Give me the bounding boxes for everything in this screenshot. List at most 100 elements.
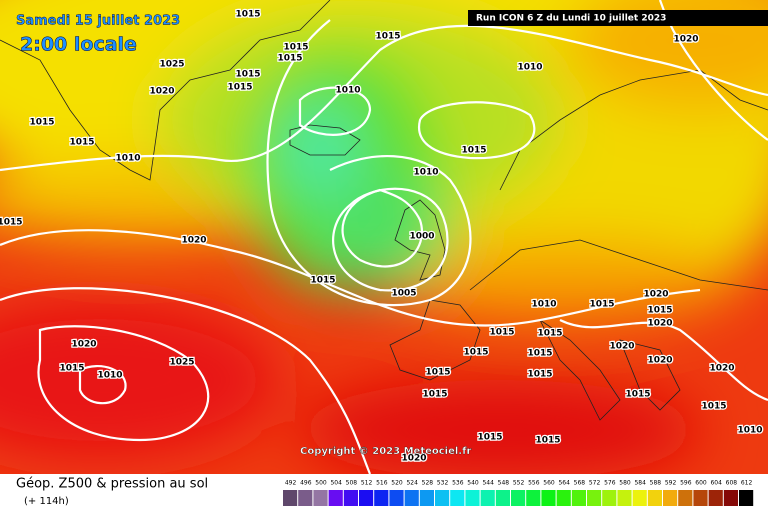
isobar-label: 1010 [737,426,762,436]
scale-label: 584 [634,480,646,487]
scale-swatch [298,490,313,506]
run-info: Run ICON 6 Z du Lundi 10 juillet 2023 [476,14,666,24]
isobar-label: 1015 [59,364,84,374]
scale-swatch [587,490,602,506]
scale-swatch [374,490,389,506]
scale-label: 588 [650,480,662,487]
scale-swatch [359,490,374,506]
scale-label: 608 [726,480,738,487]
isobar-label: 1015 [29,118,54,128]
scale-label: 576 [604,480,616,487]
isobar-label: 1010 [335,86,360,96]
scale-swatch [723,490,738,506]
isobar-label: 1015 [625,390,650,400]
isobar-label: 1010 [517,63,542,73]
isobar-label: 1015 [227,83,252,93]
isobar-label: 1015 [537,329,562,339]
isobar-label: 1015 [527,370,552,380]
isobar-label: 1015 [375,32,400,42]
isobar-labels: 1015 1015 1015 1015 1015 1025 1020 1015 1015 1010… [0,8,764,465]
scale-label: 504 [330,480,342,487]
legend-title: Géop. Z500 & pression au sol [16,477,208,492]
isobar-label: 1010 [115,154,140,164]
isobar-label: 1015 [589,300,614,310]
scale-swatch [678,490,693,506]
scale-label: 612 [741,480,753,487]
scale-swatch [480,490,495,506]
scale-label: 520 [391,480,403,487]
scale-swatch [495,490,510,506]
scale-label: 556 [528,480,540,487]
isobar-label: 1020 [71,340,96,350]
isobar-label: 1015 [477,433,502,443]
isobar-label: 1015 [527,349,552,359]
isobar-label: 1015 [422,390,447,400]
scale-label: 592 [665,480,677,487]
scale-swatch [632,490,647,506]
scale-swatch [313,490,328,506]
scale-swatch [389,490,404,506]
isobar-label: 1015 [235,70,260,80]
scale-swatch [739,490,754,506]
scale-label: 536 [452,480,464,487]
forecast-date: Samedi 15 juillet 2023 [16,14,180,29]
scale-label: 524 [406,480,418,487]
coastlines [0,0,768,421]
scale-label: 512 [361,480,373,487]
scale-label: 572 [589,480,601,487]
scale-label: 496 [300,480,312,487]
isobar-label: 1015 [461,146,486,156]
scale-label: 580 [619,480,631,487]
scale-label: 492 [285,480,297,487]
scale-label: 508 [346,480,358,487]
scale-label: 500 [315,480,327,487]
scale-swatch [435,490,450,506]
isobar-label: 1010 [531,300,556,310]
isobar-label: 1020 [647,356,672,366]
scale-label: 564 [558,480,570,487]
scale-swatch [404,490,419,506]
isobar-label: 1015 [0,218,23,228]
scale-label: 516 [376,480,388,487]
isobar-label: 1015 [701,402,726,412]
isobar-label: 1015 [235,10,260,20]
scale-label: 532 [437,480,449,487]
scale-swatch [663,490,678,506]
isobar-label: 1020 [709,364,734,374]
scale-swatch [647,490,662,506]
legend-subtitle: (+ 114h) [24,496,69,507]
scale-swatch [617,490,632,506]
isobar-label: 1015 [310,276,335,286]
scale-swatch [450,490,465,506]
isobar-label: 1020 [609,342,634,352]
isobar-label: 1020 [643,290,668,300]
isobar-label: 1010 [97,371,122,381]
color-scale: 492 496 500 504 508 512 516 520 524 528 532 536 540 5… [283,480,754,506]
isobar-label: 1015 [535,436,560,446]
isobar-label: 1010 [413,168,438,178]
isobar-label: 1025 [159,60,184,70]
isobar-label: 1005 [391,289,416,299]
isobar-label: 1020 [149,87,174,97]
scale-swatch [283,490,298,506]
isobar-label: 1015 [489,328,514,338]
isobar-label: 1015 [283,43,308,53]
isobar-label: 1020 [181,236,206,246]
scale-swatch [541,490,556,506]
forecast-time: 2:00 locale [20,34,137,56]
scale-label: 548 [498,480,510,487]
scale-swatch [511,490,526,506]
scale-swatch [465,490,480,506]
isobar-label: 1020 [401,454,426,464]
scale-swatch [526,490,541,506]
run-banner [468,10,768,26]
scale-label: 568 [574,480,586,487]
geopotential-field [0,0,768,480]
isobar-label: 1015 [425,368,450,378]
scale-swatch [571,490,586,506]
scale-label: 540 [467,480,479,487]
scale-label: 596 [680,480,692,487]
isobar-label: 1000 [409,232,434,242]
scale-label: 560 [543,480,555,487]
